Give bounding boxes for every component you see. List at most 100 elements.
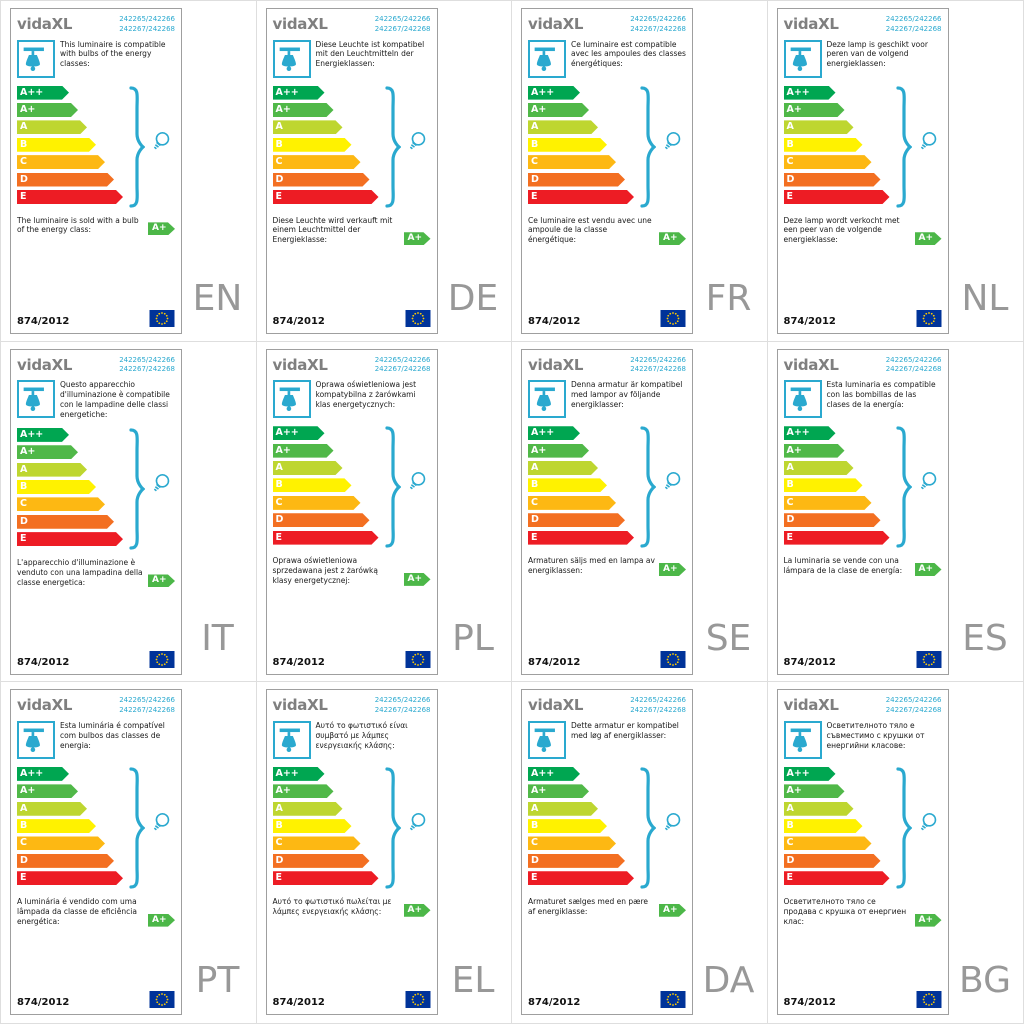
compatibility-text: Ce luminaire est compatible avec les amp… bbox=[571, 39, 686, 69]
product-numbers: 242265/242266 242267/242268 bbox=[375, 696, 431, 716]
energy-class-arrow: D bbox=[17, 854, 114, 868]
vidaxl-logo: vidaXL bbox=[272, 15, 328, 33]
energy-class-arrow: A bbox=[784, 802, 854, 816]
pendant-lamp-icon bbox=[528, 720, 566, 759]
vidaxl-logo: vidaXL bbox=[17, 15, 73, 33]
pendant-lamp-icon bbox=[783, 720, 822, 759]
eu-flag-icon bbox=[916, 310, 942, 327]
energy-class-arrow: A bbox=[528, 120, 598, 134]
energy-class-scale: A++ A+ A B C D E bbox=[784, 767, 942, 889]
pendant-lamp-icon bbox=[783, 380, 822, 419]
product-number-line2: 242267/242268 bbox=[374, 365, 431, 374]
energy-label-cell: vidaXL 242265/242266 242267/242268 Dette… bbox=[512, 682, 768, 1023]
product-number-line2: 242267/242268 bbox=[630, 24, 686, 33]
sold-with-text: A luminária é vendido com uma lâmpada da… bbox=[17, 896, 137, 926]
product-numbers: 242265/242266 242267/242268 bbox=[630, 356, 686, 376]
language-code: PL bbox=[452, 618, 494, 660]
curly-brace-icon bbox=[639, 767, 657, 889]
compatibility-text: Esta luminária é compatível com bulbos d… bbox=[60, 720, 165, 750]
sold-with-text: Осветителното тяло се продава с крушка о… bbox=[783, 896, 907, 926]
card-header: vidaXL 242265/242266 242267/242268 bbox=[528, 356, 686, 376]
compatibility-text: Diese Leuchte ist kompatibel mit den Leu… bbox=[315, 39, 425, 69]
energy-class-scale: A++ A+ A B C D E bbox=[17, 86, 175, 208]
compatibility-text: Denna armatur är kompatibel med lampor a… bbox=[571, 380, 683, 410]
energy-class-arrow: C bbox=[784, 496, 872, 510]
energy-class-arrow: C bbox=[784, 155, 872, 169]
product-number-line1: 242265/242266 bbox=[885, 355, 942, 364]
vidaxl-logo: vidaXL bbox=[17, 355, 73, 374]
energy-class-arrow: B bbox=[17, 819, 96, 833]
sold-class-badge: A+ bbox=[914, 563, 942, 577]
bulb-icon bbox=[404, 468, 428, 496]
sold-with-text: Oprawa oświetleniowa sprzedawana jest z … bbox=[272, 556, 379, 586]
energy-class-arrow: C bbox=[273, 496, 361, 510]
curly-brace-icon bbox=[384, 426, 401, 548]
product-number-line1: 242265/242266 bbox=[885, 696, 942, 705]
eu-flag-icon bbox=[405, 310, 431, 327]
regulation-number: 874/2012 bbox=[528, 997, 581, 1009]
curly-brace-icon bbox=[384, 767, 401, 889]
compatibility-section: Esta luminaria es compatible con las bom… bbox=[783, 380, 942, 419]
sold-class-badge: A+ bbox=[148, 222, 175, 236]
sold-class-badge: A+ bbox=[659, 232, 686, 246]
card-header: vidaXL 242265/242266 242267/242268 bbox=[17, 356, 175, 376]
card-footer: 874/2012 bbox=[273, 647, 431, 668]
energy-label-card: vidaXL 242265/242266 242267/242268 Освет… bbox=[776, 689, 949, 1016]
sold-with-section: L'apparecchio d'illuminazione è venduto … bbox=[17, 558, 175, 588]
regulation-number: 874/2012 bbox=[783, 316, 836, 327]
energy-class-arrow: B bbox=[784, 478, 863, 492]
sold-with-section: Diese Leuchte wird verkauft mit einem Le… bbox=[273, 216, 431, 246]
compatibility-section: Diese Leuchte ist kompatibel mit den Leu… bbox=[272, 39, 431, 78]
energy-class-arrow: A+ bbox=[528, 103, 589, 117]
sold-with-text: Ce luminaire est vendu avec une ampoule … bbox=[528, 215, 652, 245]
sold-with-text: Αυτό το φωτιστικό πωλείται με λάμπες ενε… bbox=[272, 896, 392, 916]
energy-class-arrow: A++ bbox=[273, 426, 325, 440]
regulation-number: 874/2012 bbox=[528, 316, 581, 327]
energy-label-card: vidaXL 242265/242266 242267/242268 Dette… bbox=[521, 689, 693, 1016]
energy-class-arrow: E bbox=[273, 531, 379, 545]
energy-class-scale: A++ A+ A B C D E bbox=[17, 767, 175, 889]
language-code: NL bbox=[961, 277, 1009, 319]
energy-label-card: vidaXL 242265/242266 242267/242268 Denna… bbox=[521, 348, 693, 675]
card-header: vidaXL 242265/242266 242267/242268 bbox=[273, 15, 431, 35]
sold-with-section: Deze lamp wordt verkocht met een peer va… bbox=[784, 216, 942, 246]
energy-class-arrow: A bbox=[17, 463, 87, 477]
sold-class-badge: A+ bbox=[659, 563, 686, 577]
card-footer: 874/2012 bbox=[273, 306, 431, 327]
vidaxl-logo: vidaXL bbox=[528, 355, 584, 374]
product-numbers: 242265/242266 242267/242268 bbox=[886, 15, 942, 35]
card-header: vidaXL 242265/242266 242267/242268 bbox=[17, 15, 175, 35]
energy-class-arrow: A++ bbox=[17, 767, 69, 781]
curly-brace-icon bbox=[128, 428, 146, 550]
energy-class-arrow: A+ bbox=[17, 103, 78, 117]
compatibility-section: Ce luminaire est compatible avec les amp… bbox=[528, 39, 686, 78]
product-numbers: 242265/242266 242267/242268 bbox=[119, 696, 175, 716]
vidaxl-logo: vidaXL bbox=[783, 355, 839, 374]
energy-class-arrow: A bbox=[784, 120, 854, 134]
energy-label-card: vidaXL 242265/242266 242267/242268 Esta … bbox=[776, 348, 949, 675]
energy-class-arrow: E bbox=[528, 871, 634, 885]
energy-class-arrow: A+ bbox=[784, 103, 845, 117]
product-number-line1: 242265/242266 bbox=[119, 15, 175, 23]
product-number-line2: 242267/242268 bbox=[374, 706, 431, 715]
energy-label-cell: vidaXL 242265/242266 242267/242268 Denna… bbox=[512, 341, 768, 683]
energy-class-arrow: B bbox=[784, 819, 863, 833]
sold-class-badge: A+ bbox=[914, 913, 942, 927]
card-footer: 874/2012 bbox=[17, 647, 175, 668]
energy-class-scale: A++ A+ A B C D E bbox=[528, 767, 686, 889]
card-header: vidaXL 242265/242266 242267/242268 bbox=[784, 15, 942, 35]
eu-flag-icon bbox=[149, 310, 175, 327]
energy-class-arrow: C bbox=[17, 497, 105, 511]
energy-class-arrow: C bbox=[273, 155, 361, 169]
pendant-lamp-icon bbox=[528, 39, 566, 78]
energy-class-arrow: B bbox=[528, 138, 607, 152]
compatibility-section: Αυτό το φωτιστικό είναι συμβατό με λάμπε… bbox=[272, 720, 431, 759]
energy-class-arrow: A bbox=[17, 802, 87, 816]
compatibility-text: Questo apparecchio d'illuminazione è com… bbox=[60, 380, 170, 419]
compatibility-section: Questo apparecchio d'illuminazione è com… bbox=[17, 380, 175, 420]
sold-class-badge: A+ bbox=[403, 572, 431, 586]
eu-flag-icon bbox=[149, 650, 175, 668]
energy-class-arrow: C bbox=[528, 496, 616, 510]
product-numbers: 242265/242266 242267/242268 bbox=[119, 356, 175, 376]
card-footer: 874/2012 bbox=[528, 647, 686, 668]
